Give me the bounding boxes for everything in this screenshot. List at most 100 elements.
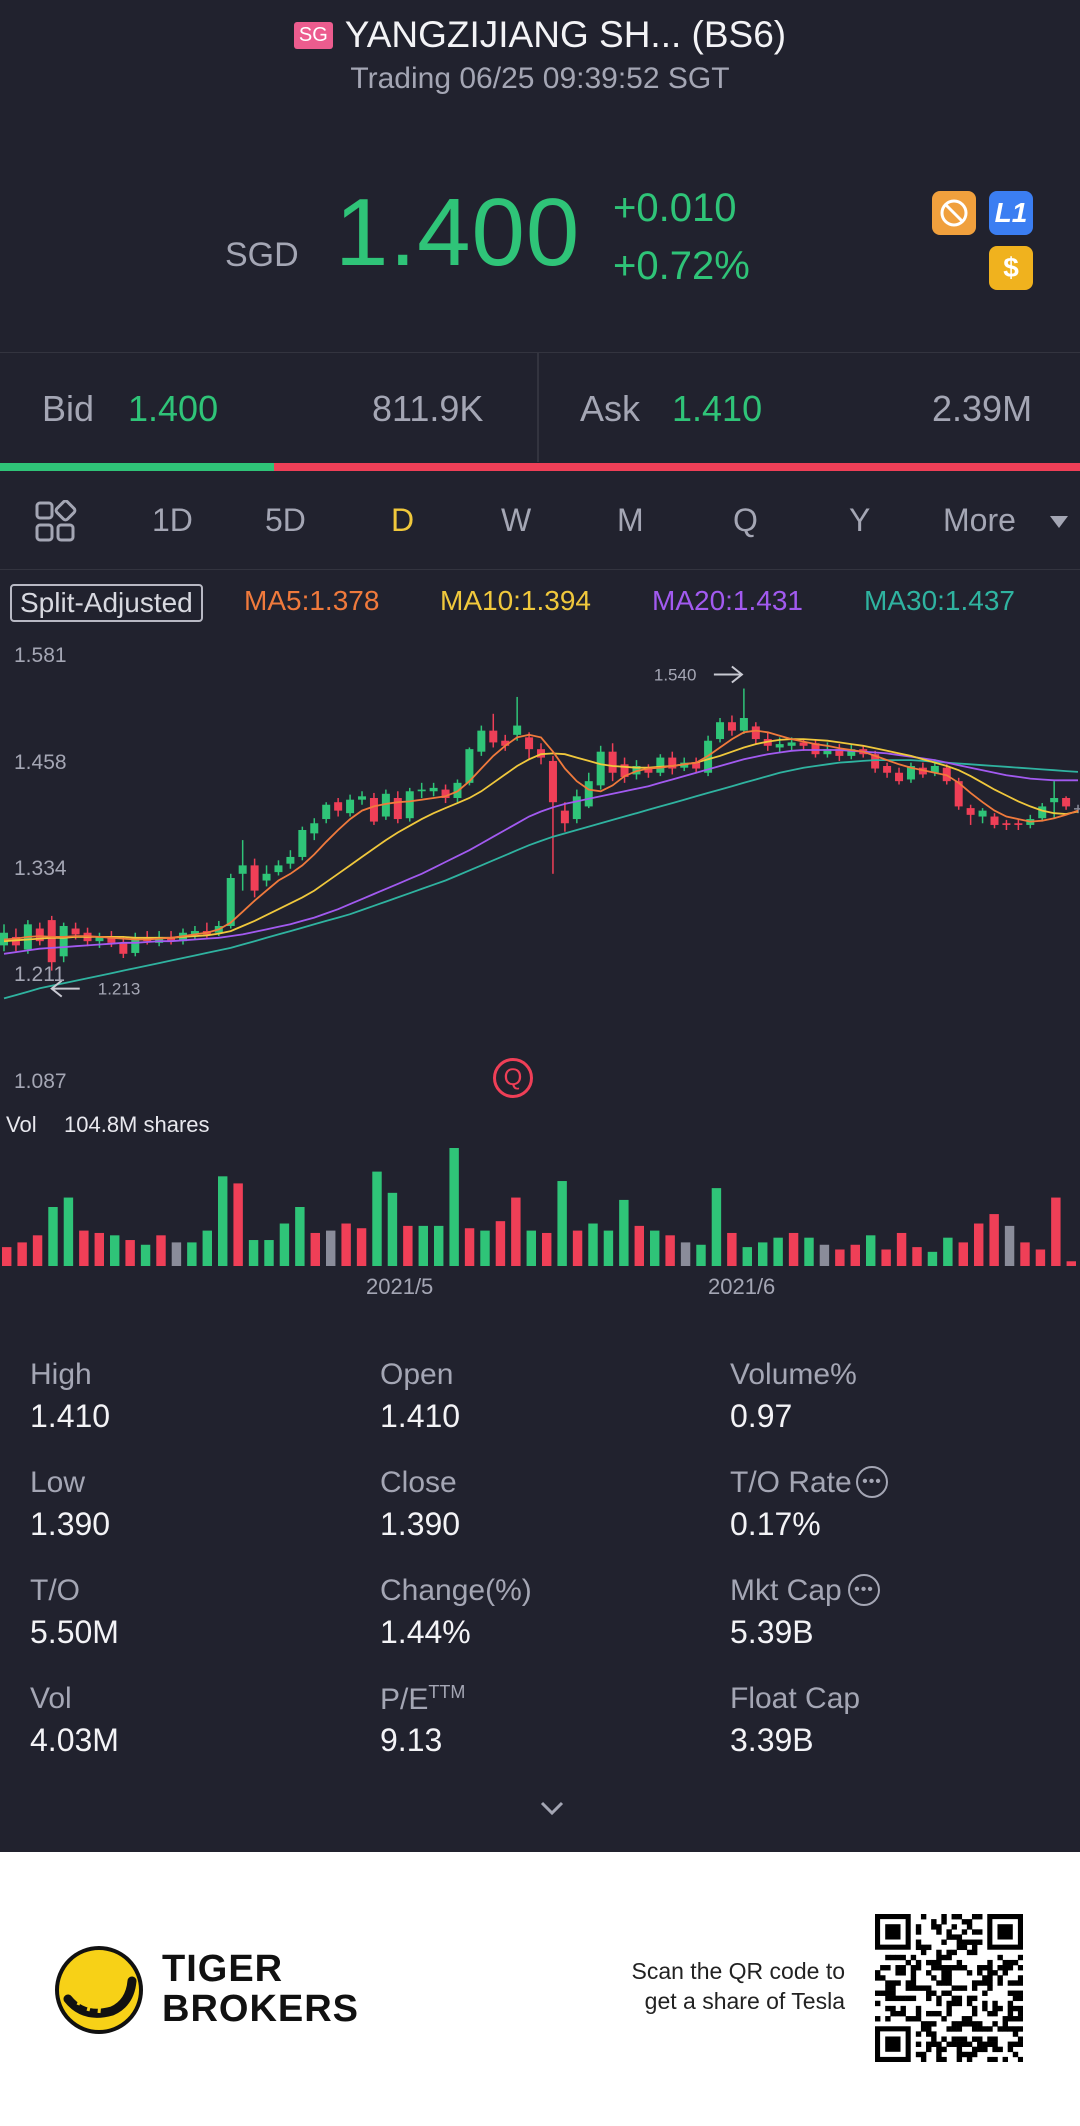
- qr-module: [936, 2056, 942, 2062]
- volume-bar: [140, 1244, 151, 1266]
- volume-bar: [1051, 1197, 1061, 1266]
- volume-chart[interactable]: [0, 1140, 1080, 1270]
- qr-module: [941, 1970, 947, 1976]
- candle-body: [560, 810, 569, 824]
- qr-module: [926, 1959, 932, 1966]
- low-price-annotation: 1.213: [98, 980, 141, 999]
- volume-bar: [48, 1207, 58, 1266]
- volume-bar: [295, 1207, 305, 1266]
- qr-module: [971, 1914, 978, 1920]
- qr-module: [926, 1985, 932, 1991]
- tab-d-active[interactable]: D: [391, 502, 415, 538]
- qr-module: [1017, 2005, 1023, 2012]
- candle-body: [155, 936, 164, 943]
- qr-module: [982, 2005, 988, 2012]
- qr-module: [915, 2016, 922, 2022]
- candle-body: [405, 791, 414, 819]
- tab-5d[interactable]: 5D: [265, 502, 306, 538]
- candle-body: [1002, 823, 1011, 825]
- no-delay-icon[interactable]: [932, 191, 976, 235]
- tab-y[interactable]: Y: [849, 502, 871, 538]
- qr-module: [920, 2026, 927, 2032]
- stat-value-float-cap: 3.39B: [730, 1722, 814, 1758]
- qr-module: [1012, 2026, 1019, 2032]
- volume-bar: [881, 1249, 891, 1266]
- volume-bar: [248, 1240, 259, 1266]
- qr-module: [982, 1990, 988, 1996]
- stat-value-turnover-rate: 0.17%: [730, 1506, 821, 1542]
- candlestick-chart[interactable]: 1.540 1.213: [0, 630, 1080, 1110]
- x-tick-label: 2021/6: [708, 1274, 776, 1299]
- qr-module: [951, 1965, 957, 1971]
- tab-more[interactable]: More: [943, 502, 1016, 538]
- qr-module: [961, 2036, 968, 2042]
- qr-module: [971, 2005, 978, 2012]
- more-info-icon[interactable]: •••: [848, 1574, 880, 1606]
- stat-label-open: Open: [380, 1358, 454, 1391]
- qr-module: [956, 2046, 963, 2053]
- qr-module: [971, 2026, 978, 2032]
- level1-icon[interactable]: L1: [989, 191, 1033, 235]
- candle-body: [393, 798, 402, 820]
- qr-module: [987, 2026, 993, 2032]
- split-adjusted-toggle[interactable]: Split-Adjusted: [10, 584, 203, 622]
- qr-module: [926, 2041, 932, 2047]
- volume-bar: [588, 1223, 598, 1266]
- qr-module: [997, 1980, 1003, 1986]
- volume-bar: [341, 1223, 351, 1266]
- stat-value-low: 1.390: [30, 1506, 111, 1542]
- qr-module: [987, 1975, 993, 1981]
- more-info-icon[interactable]: •••: [856, 1466, 888, 1498]
- volume-bar: [434, 1225, 444, 1266]
- qr-module: [956, 1939, 963, 1945]
- qr-module: [885, 1985, 891, 1991]
- volume-bar: [927, 1251, 938, 1266]
- qr-module: [931, 2036, 937, 2042]
- volume-bar: [94, 1232, 104, 1266]
- volume-bar: [156, 1235, 166, 1266]
- tab-q[interactable]: Q: [733, 502, 758, 538]
- layout-grid-icon[interactable]: [34, 500, 78, 544]
- qr-module: [915, 2005, 922, 2012]
- market-badge: SG: [293, 21, 333, 49]
- qr-module: [956, 2000, 963, 2007]
- volume-bar: [788, 1232, 799, 1266]
- qr-module: [926, 2031, 932, 2037]
- earnings-q-icon[interactable]: Q: [493, 1058, 533, 1098]
- qr-module: [941, 1919, 947, 1925]
- volume-bar: [896, 1232, 907, 1266]
- qr-module: [1012, 1995, 1019, 2002]
- qr-module: [977, 1929, 983, 1935]
- low-arrow-icon: [50, 979, 63, 998]
- qr-module: [931, 2010, 937, 2017]
- candle-body: [751, 726, 760, 740]
- qr-module: [997, 2046, 1003, 2053]
- qr-module: [890, 1985, 896, 1991]
- qr-module: [956, 2051, 963, 2058]
- qr-module: [941, 1939, 947, 1945]
- dollar-icon[interactable]: $: [989, 246, 1033, 290]
- candle-body: [465, 749, 474, 783]
- tab-w[interactable]: W: [501, 502, 532, 538]
- qr-module: [956, 1944, 963, 1951]
- price-change: +0.010: [613, 186, 737, 230]
- period-tabs: [0, 480, 1080, 570]
- chevron-down-icon[interactable]: [1050, 516, 1068, 528]
- stock-title[interactable]: YANGZIJIANG SH... (BS6): [344, 14, 787, 55]
- qr-module: [936, 2000, 942, 2007]
- bid-ask-panel[interactable]: [0, 352, 1080, 462]
- chevron-down-icon[interactable]: [538, 1794, 566, 1822]
- qr-module: [946, 1954, 952, 1961]
- pe-label-text: P/E: [380, 1683, 429, 1716]
- tab-1d[interactable]: 1D: [152, 502, 193, 538]
- qr-module: [915, 1985, 922, 1991]
- qr-module: [977, 1939, 983, 1945]
- qr-module: [992, 2046, 998, 2053]
- qr-module: [961, 2041, 968, 2047]
- tab-m[interactable]: M: [617, 502, 644, 538]
- volume-bar: [943, 1237, 953, 1266]
- qr-module: [956, 1985, 963, 1991]
- qr-module: [966, 1995, 973, 2002]
- qr-module: [910, 1965, 917, 1971]
- stat-value-vol: 4.03M: [30, 1722, 119, 1758]
